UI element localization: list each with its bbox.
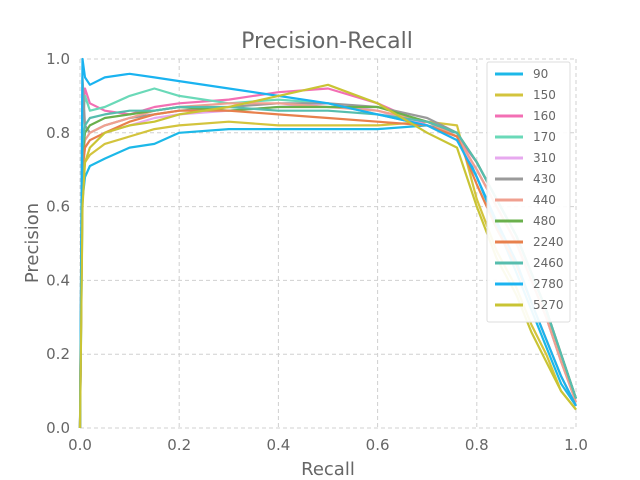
x-tick-label: 0.2 [167, 436, 191, 454]
y-tick-label: 0.2 [46, 345, 70, 363]
tick-labels: 0.0 0.2 0.4 0.6 0.8 1.0 0.0 0.2 0.4 0.6 0.8 1.0 [46, 50, 588, 454]
legend-label-2460: 2460 [533, 256, 564, 270]
legend-label-90: 90 [533, 67, 548, 81]
x-tick-label: 0.8 [465, 436, 489, 454]
legend-label-170: 170 [533, 130, 556, 144]
legend-box [486, 61, 571, 323]
chart-title: Precision-Recall [241, 29, 413, 54]
legend-label-480: 480 [533, 214, 556, 228]
x-tick-label: 0.0 [68, 436, 92, 454]
x-tick-label: 0.4 [266, 436, 290, 454]
legend-label-440: 440 [533, 193, 556, 207]
y-tick-label: 0.8 [46, 124, 70, 142]
legend-label-310: 310 [533, 151, 556, 165]
grid [79, 58, 577, 429]
legend-label-430: 430 [533, 172, 556, 186]
legend-label-160: 160 [533, 109, 556, 123]
x-tick-label: 0.6 [366, 436, 390, 454]
y-tick-label: 0.4 [46, 271, 70, 289]
legend: 90 150 160 170 310 430 440 480 2240 2460 2780 5270 [486, 61, 571, 323]
x-tick-label: 1.0 [564, 436, 588, 454]
y-tick-label: 0.0 [46, 419, 70, 437]
y-axis-title: Precision [22, 203, 43, 283]
x-axis-title: Recall [301, 459, 355, 480]
legend-label-2780: 2780 [533, 277, 564, 291]
legend-label-150: 150 [533, 88, 556, 102]
y-tick-label: 1.0 [46, 50, 70, 68]
legend-label-5270: 5270 [533, 298, 564, 312]
legend-label-2240: 2240 [533, 235, 564, 249]
y-tick-label: 0.6 [46, 198, 70, 216]
